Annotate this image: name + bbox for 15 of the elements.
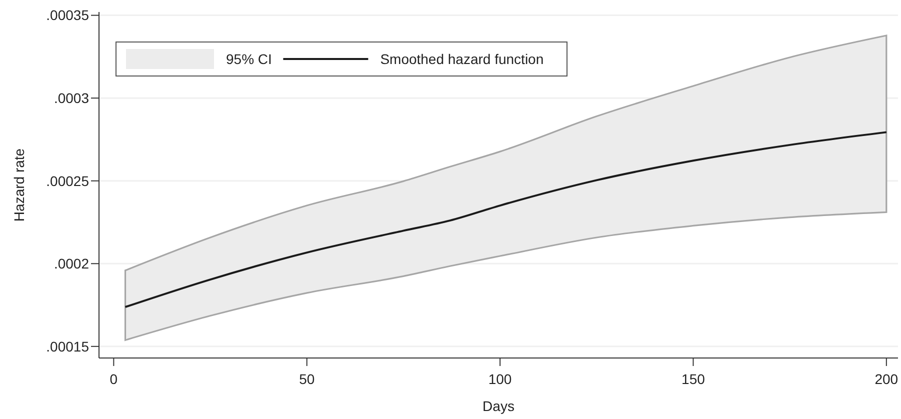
x-tick-label: 50 <box>299 371 315 387</box>
y-axis-title: Hazard rate <box>11 148 27 222</box>
y-tick-label: .0002 <box>54 256 90 272</box>
y-tick-label: .0003 <box>54 90 90 106</box>
x-tick-label: 0 <box>110 371 118 387</box>
line-series <box>124 131 888 308</box>
x-tick-label: 100 <box>488 371 512 387</box>
x-tick-label: 200 <box>874 371 898 387</box>
x-axis-title: Days <box>482 398 514 414</box>
y-tick-label: .00015 <box>46 338 90 354</box>
y-tick-label: .00035 <box>46 7 90 24</box>
y-tick-label: .00025 <box>46 172 90 189</box>
annotation: 95% CI <box>226 51 272 67</box>
text: Smoothed hazard function <box>380 51 544 67</box>
x-tick-label: 150 <box>682 371 706 387</box>
